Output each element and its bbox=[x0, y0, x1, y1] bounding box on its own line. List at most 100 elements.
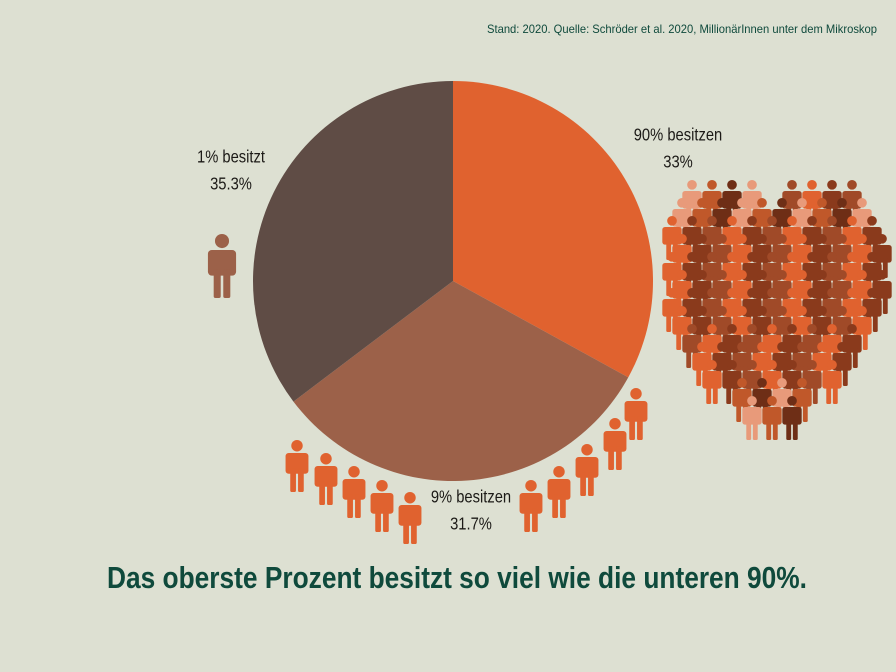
person-head bbox=[707, 180, 717, 190]
person-leg bbox=[872, 312, 878, 332]
person-body bbox=[822, 335, 842, 353]
person-head bbox=[687, 180, 697, 190]
person-head bbox=[747, 216, 757, 226]
person-leg bbox=[752, 420, 758, 440]
person-body bbox=[852, 281, 872, 299]
person-body bbox=[812, 317, 832, 335]
person-head bbox=[717, 270, 727, 280]
person-body bbox=[692, 317, 712, 335]
person-body bbox=[722, 227, 742, 245]
person-leg bbox=[580, 472, 586, 496]
person-body bbox=[752, 281, 772, 299]
person-icon bbox=[285, 440, 309, 492]
person-head bbox=[707, 216, 717, 226]
person-head bbox=[687, 216, 697, 226]
person-body bbox=[762, 227, 782, 245]
person-body bbox=[802, 227, 822, 245]
person-body bbox=[842, 227, 862, 245]
person-body bbox=[722, 299, 742, 317]
person-head bbox=[214, 234, 230, 249]
person-body bbox=[692, 245, 712, 263]
person-head bbox=[737, 342, 747, 352]
person-icon bbox=[782, 396, 802, 440]
person-body bbox=[398, 505, 422, 526]
person-head bbox=[847, 252, 857, 262]
person-head bbox=[747, 252, 757, 262]
person-head bbox=[291, 440, 303, 452]
person-body bbox=[852, 209, 872, 227]
person-leg bbox=[746, 420, 752, 440]
person-leg bbox=[629, 416, 635, 440]
person-head bbox=[687, 252, 697, 262]
person-head bbox=[727, 216, 737, 226]
person-head bbox=[777, 270, 787, 280]
person-body bbox=[702, 227, 722, 245]
person-body bbox=[822, 227, 842, 245]
person-body bbox=[802, 191, 822, 209]
person-head bbox=[777, 378, 787, 388]
person-body bbox=[752, 389, 772, 407]
person-leg bbox=[319, 481, 325, 505]
person-body bbox=[682, 263, 702, 281]
person-head bbox=[727, 324, 737, 334]
person-head bbox=[787, 360, 797, 370]
person-leg bbox=[766, 420, 772, 440]
person-leg bbox=[355, 494, 361, 518]
person-head bbox=[757, 306, 767, 316]
person-body bbox=[832, 353, 852, 371]
person-body bbox=[822, 263, 842, 281]
person-head bbox=[787, 288, 797, 298]
person-leg bbox=[588, 472, 594, 496]
person-body bbox=[732, 353, 752, 371]
person-icon bbox=[742, 396, 762, 440]
person-head bbox=[807, 360, 817, 370]
person-head bbox=[867, 288, 877, 298]
person-leg bbox=[666, 312, 672, 332]
person-head bbox=[747, 360, 757, 370]
person-body bbox=[370, 493, 394, 514]
person-head bbox=[777, 198, 787, 208]
person-body bbox=[575, 457, 599, 478]
person-body bbox=[852, 245, 872, 263]
person-head bbox=[348, 466, 360, 478]
person-leg bbox=[223, 269, 231, 298]
person-head bbox=[553, 466, 565, 478]
person-body bbox=[722, 191, 742, 209]
person-head bbox=[687, 288, 697, 298]
pie-slice bbox=[453, 81, 653, 378]
person-head bbox=[797, 342, 807, 352]
person-body bbox=[519, 493, 543, 514]
person-body bbox=[792, 209, 812, 227]
person-leg bbox=[842, 366, 848, 386]
person-head bbox=[767, 252, 777, 262]
person-body bbox=[712, 353, 732, 371]
person-leg bbox=[552, 494, 558, 518]
person-head bbox=[667, 252, 677, 262]
person-leg bbox=[403, 520, 409, 544]
person-head bbox=[697, 342, 707, 352]
person-body bbox=[742, 263, 762, 281]
person-body bbox=[792, 317, 812, 335]
person-body bbox=[802, 371, 822, 389]
person-head bbox=[787, 180, 797, 190]
person-body bbox=[812, 209, 832, 227]
person-body bbox=[732, 317, 752, 335]
person-head bbox=[807, 252, 817, 262]
person-head bbox=[817, 270, 827, 280]
person-leg bbox=[532, 508, 538, 532]
person-head bbox=[777, 306, 787, 316]
person-head bbox=[847, 288, 857, 298]
person-leg bbox=[560, 494, 566, 518]
person-body bbox=[702, 335, 722, 353]
person-head bbox=[677, 306, 687, 316]
person-body bbox=[792, 281, 812, 299]
person-leg bbox=[213, 269, 221, 298]
person-body bbox=[722, 335, 742, 353]
person-body bbox=[722, 371, 742, 389]
person-head bbox=[727, 180, 737, 190]
person-body bbox=[672, 245, 692, 263]
person-body bbox=[662, 227, 682, 245]
labels: 90% besitzen 33% 9% besitzen 31.7% 1% besitz… bbox=[197, 125, 722, 534]
person-leg bbox=[786, 420, 792, 440]
